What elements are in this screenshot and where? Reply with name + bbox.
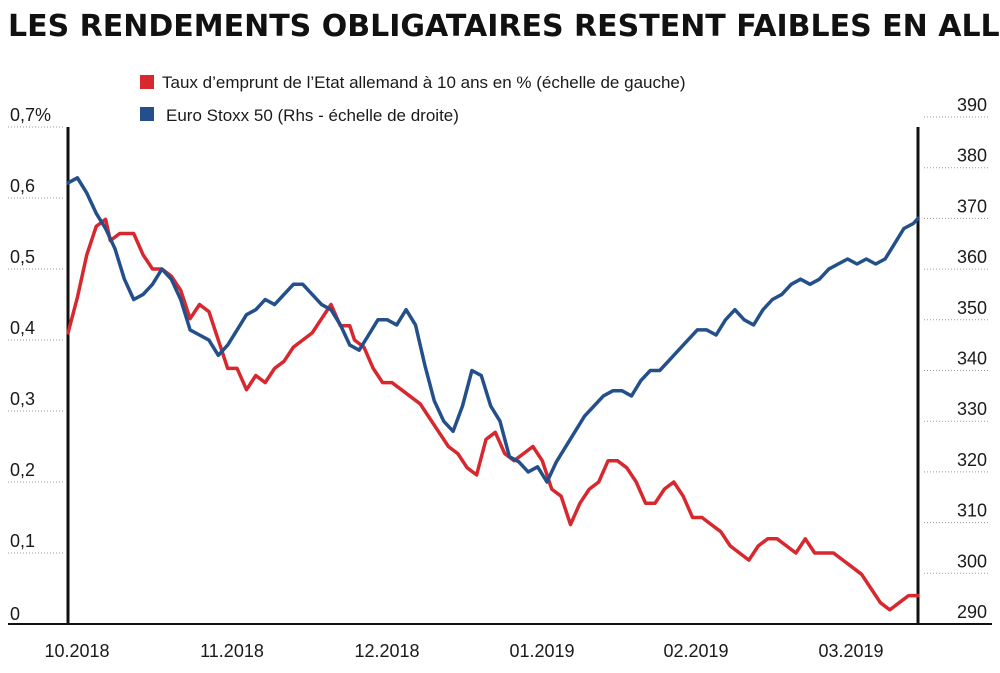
left-tick-label: 0,6 bbox=[10, 176, 35, 196]
left-tick-label: 0,1 bbox=[10, 531, 35, 551]
x-tick-label: 01.2019 bbox=[509, 641, 574, 661]
x-tick-label: 03.2019 bbox=[818, 641, 883, 661]
legend-label-stoxx: Euro Stoxx 50 (Rhs - échelle de droite) bbox=[166, 106, 459, 125]
right-tick-label: 290 bbox=[957, 602, 987, 622]
left-tick-label: 0 bbox=[10, 604, 20, 624]
left-tick-label: 0,4 bbox=[10, 318, 35, 338]
series-line-bund-yield bbox=[66, 217, 920, 612]
right-tick-label: 300 bbox=[957, 551, 987, 571]
right-tick-label: 390 bbox=[957, 95, 987, 115]
series bbox=[66, 176, 920, 612]
gridlines bbox=[8, 116, 990, 574]
right-tick-label: 330 bbox=[957, 399, 987, 419]
x-tick-label: 12.2018 bbox=[354, 641, 419, 661]
chart-title: LES RENDEMENTS OBLIGATAIRES RESTENT FAIB… bbox=[8, 9, 1000, 44]
series-line-euro-stoxx bbox=[66, 176, 920, 484]
right-tick-label: 310 bbox=[957, 501, 987, 521]
left-tick-label: 0,3 bbox=[10, 389, 35, 409]
right-tick-label: 380 bbox=[957, 146, 987, 166]
left-tick-label: 0,2 bbox=[10, 460, 35, 480]
right-tick-label: 360 bbox=[957, 247, 987, 267]
right-tick-label: 320 bbox=[957, 450, 987, 470]
legend-label-bund: Taux d’emprunt de l’Etat allemand à 10 a… bbox=[162, 73, 686, 92]
axes bbox=[8, 127, 992, 625]
tick-labels: 0 0,1 0,2 0,3 0,4 0,5 0,6 0,7% 290 300 310 320 330 34… bbox=[10, 95, 987, 661]
left-tick-label: 0,5 bbox=[10, 247, 35, 267]
legend-swatch-bund bbox=[140, 75, 154, 89]
x-tick-label: 11.2018 bbox=[200, 641, 264, 661]
right-tick-label: 340 bbox=[957, 349, 987, 369]
x-tick-label: 02.2019 bbox=[663, 641, 728, 661]
x-tick-label: 10.2018 bbox=[44, 641, 109, 661]
legend: Taux d’emprunt de l’Etat allemand à 10 a… bbox=[140, 73, 686, 125]
left-tick-label: 0,7% bbox=[10, 105, 51, 125]
right-tick-label: 370 bbox=[957, 196, 987, 216]
right-tick-label: 350 bbox=[957, 298, 987, 318]
legend-swatch-stoxx bbox=[140, 107, 154, 121]
